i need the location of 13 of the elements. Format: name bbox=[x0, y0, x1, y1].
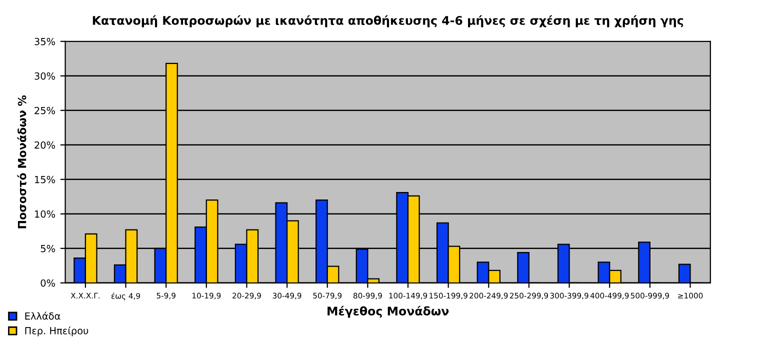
y-tick-label: 0% bbox=[40, 279, 56, 287]
legend-label: Ελλάδα bbox=[25, 312, 60, 320]
y-tick-label: 20% bbox=[34, 141, 56, 149]
y-tick-label: 35% bbox=[34, 38, 56, 46]
y-tick-label: 30% bbox=[34, 72, 56, 80]
x-axis-title: Μέγεθος Μονάδων bbox=[328, 306, 449, 318]
chart-title: Κατανομή Κοπροσωρών με ικανότητα αποθήκευσης 4-6 μήνες σε σχέση με τη χρήση γης bbox=[92, 15, 684, 28]
y-tick-label: 15% bbox=[35, 176, 56, 184]
legend-label: Περ. Ηπείρου bbox=[25, 326, 88, 336]
y-tick-label: 10% bbox=[35, 210, 56, 218]
y-axis-title: Ποσοστό Μονάδων % bbox=[17, 95, 26, 228]
y-tick-label: 5% bbox=[40, 244, 56, 252]
y-tick-label: 25% bbox=[34, 106, 56, 114]
